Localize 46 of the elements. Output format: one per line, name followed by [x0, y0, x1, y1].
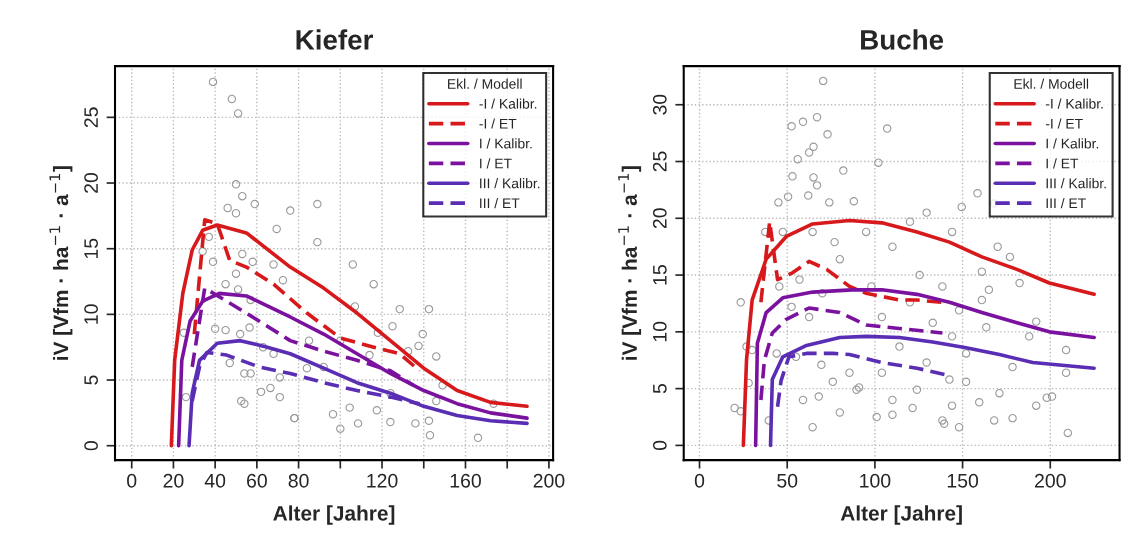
y-tick-label: 30 [652, 94, 667, 115]
y-tick-label: 5 [653, 384, 667, 394]
x-axis-title: Alter [Jahre] [840, 505, 962, 525]
x-tick-label: 60 [247, 473, 267, 488]
legend-label: I / ET [1046, 158, 1079, 169]
legend-label: -I / ET [1045, 118, 1083, 129]
legend-label: III / ET [480, 197, 520, 209]
y-tick-label: 25 [84, 107, 98, 128]
legend-label: I / ET [480, 158, 512, 169]
y-axis-title: iV [Vfm · ha$^{−1}$ · a$^{−1}$] [49, 166, 73, 360]
legend-label: III / Kalibr. [1046, 178, 1106, 189]
x-tick-label: 80 [288, 473, 309, 488]
y-tick-label: 5 [84, 375, 98, 385]
y-tick-label: 10 [84, 304, 98, 324]
legend-label: III / Kalibr. [480, 178, 540, 189]
x-tick-label: 50 [777, 473, 798, 488]
legend-label: -I / Kalibr. [1045, 98, 1103, 109]
y-tick-label: 15 [653, 265, 667, 285]
y-tick-label: 0 [84, 441, 98, 451]
x-tick-label: 200 [533, 473, 565, 488]
x-tick-label: 160 [450, 473, 481, 488]
y-tick-label: 20 [84, 172, 98, 193]
legend-label: I / Kalibr. [480, 138, 532, 149]
x-tick-label: 200 [1035, 473, 1066, 488]
legend-label: I / Kalibr. [1046, 138, 1099, 149]
chart-title: Kiefer [296, 29, 373, 50]
x-tick-label: 100 [860, 473, 891, 488]
legend-label: -I / ET [479, 118, 517, 129]
legend-label: III / ET [1046, 197, 1086, 209]
y-tick-label: 15 [84, 238, 98, 259]
x-tick-label: 0 [127, 473, 137, 488]
y-axis-title: iV [Vfm · ha$^{−1}$ · a$^{−1}$] [618, 166, 642, 360]
y-tick-label: 20 [652, 208, 667, 229]
x-tick-label: 120 [367, 473, 398, 488]
x-tick-label: 150 [947, 473, 979, 488]
y-tick-label: 25 [652, 151, 667, 172]
legend-label: -I / Kalibr. [479, 98, 537, 109]
x-tick-label: 20 [163, 473, 184, 488]
x-axis-title: Alter [Jahre] [273, 505, 395, 525]
legend-title: Ekl. / Modell [448, 78, 522, 89]
y-tick-label: 10 [652, 321, 667, 342]
legend-title: Ekl. / Modell [1014, 78, 1089, 89]
chart-title: Buche [861, 29, 944, 50]
y-tick-label: 0 [652, 440, 667, 451]
x-tick-label: 40 [204, 473, 226, 488]
x-tick-label: 0 [694, 473, 705, 488]
